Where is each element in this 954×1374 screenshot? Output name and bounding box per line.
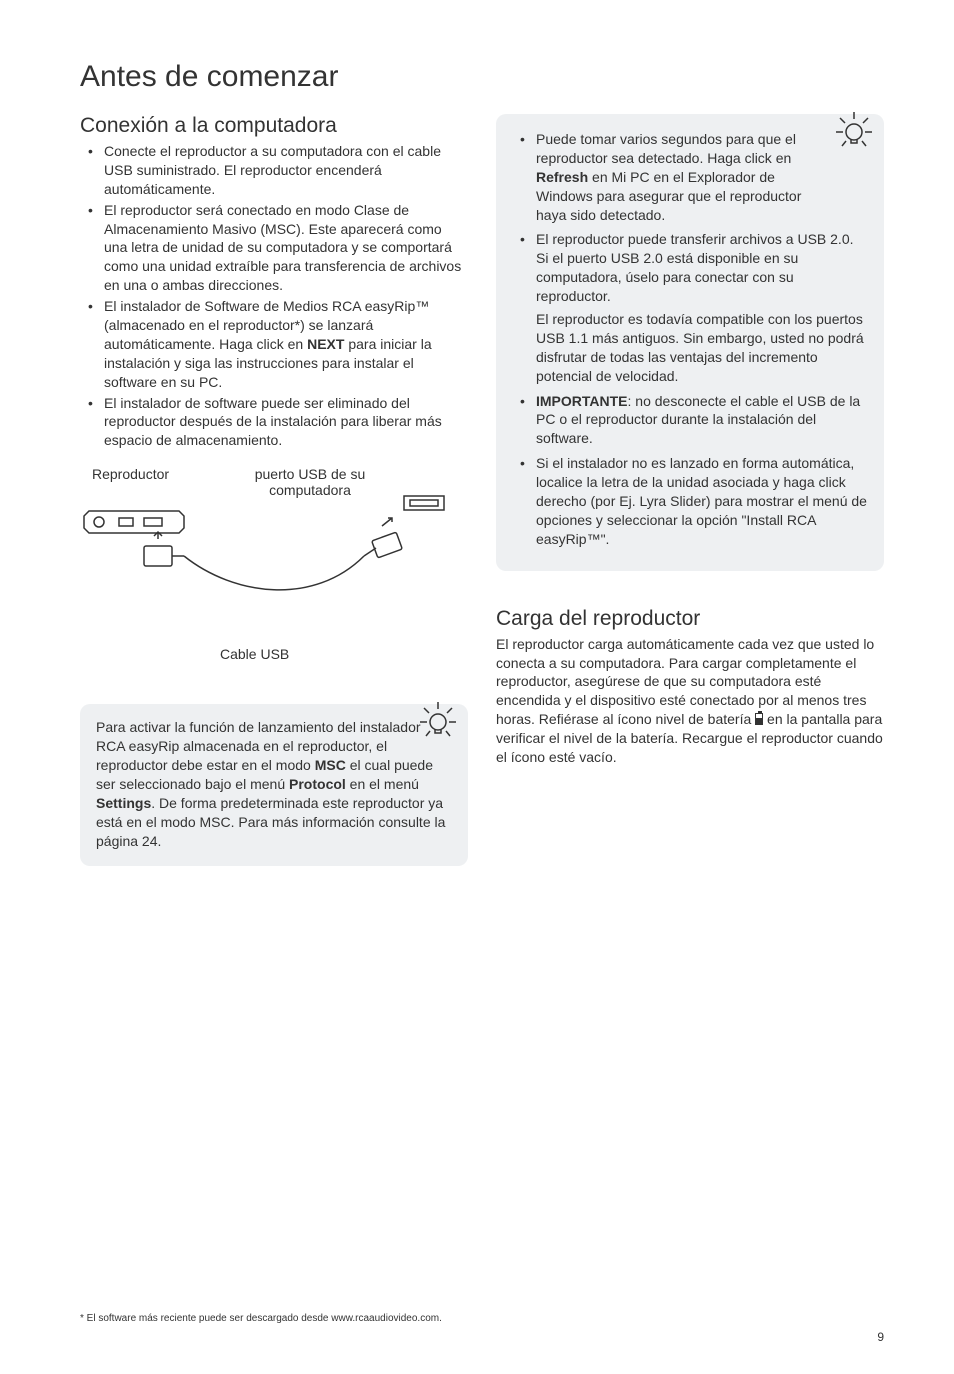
list-item: IMPORTANTE: no desconecte el cable el US… bbox=[512, 392, 868, 449]
content-columns: Conexión a la computadora Conecte el rep… bbox=[80, 114, 884, 866]
diagram-label-cable: Cable USB bbox=[220, 646, 289, 662]
diagram-label-port: puerto USB de su computadora bbox=[240, 466, 380, 498]
footnote: * El software más reciente puede ser des… bbox=[80, 1313, 442, 1324]
charging-paragraph: El reproductor carga automáticamente cad… bbox=[496, 635, 884, 767]
list-item: El instalador de software puede ser elim… bbox=[80, 394, 468, 451]
list-item: El reproductor puede transferir archivos… bbox=[512, 230, 868, 385]
connection-diagram: Reproductor puerto USB de su computadora bbox=[80, 466, 468, 666]
list-item: Si el instalador no es lanzado en forma … bbox=[512, 454, 868, 548]
text: El reproductor puede transferir archivos… bbox=[536, 231, 854, 304]
right-column: Puede tomar varios segundos para que el … bbox=[496, 114, 884, 866]
left-column: Conexión a la computadora Conecte el rep… bbox=[80, 114, 468, 866]
text: en el menú bbox=[346, 776, 419, 792]
sub-paragraph: El reproductor es todavía compatible con… bbox=[536, 310, 868, 386]
bold-text: NEXT bbox=[307, 336, 344, 352]
lightbulb-icon bbox=[416, 698, 460, 742]
list-item: Conecte el reproductor a su computadora … bbox=[80, 142, 468, 199]
section-heading-connection: Conexión a la computadora bbox=[80, 114, 468, 138]
list-item: Puede tomar varios segundos para que el … bbox=[512, 130, 868, 224]
bold-text: Settings bbox=[96, 795, 151, 811]
connection-list: Conecte el reproductor a su computadora … bbox=[80, 142, 468, 450]
bold-text: MSC bbox=[315, 757, 346, 773]
list-item: El reproductor será conectado en modo Cl… bbox=[80, 201, 468, 295]
tip-box-left: Para activar la función de lanzamiento d… bbox=[80, 704, 468, 866]
bold-text: Protocol bbox=[289, 776, 346, 792]
battery-icon bbox=[755, 713, 763, 725]
section-heading-charging: Carga del reproductor bbox=[496, 607, 884, 631]
diagram-label-player: Reproductor bbox=[92, 466, 169, 482]
page-number: 9 bbox=[877, 1330, 884, 1344]
right-tip-list: Puede tomar varios segundos para que el … bbox=[512, 130, 868, 549]
page-title: Antes de comenzar bbox=[80, 60, 884, 94]
tip-box-right: Puede tomar varios segundos para que el … bbox=[496, 114, 884, 571]
bold-text: IMPORTANTE bbox=[536, 393, 628, 409]
text: Puede tomar varios segundos para que el … bbox=[536, 131, 796, 166]
bold-text: Refresh bbox=[536, 169, 588, 185]
list-item: El instalador de Software de Medios RCA … bbox=[80, 297, 468, 391]
